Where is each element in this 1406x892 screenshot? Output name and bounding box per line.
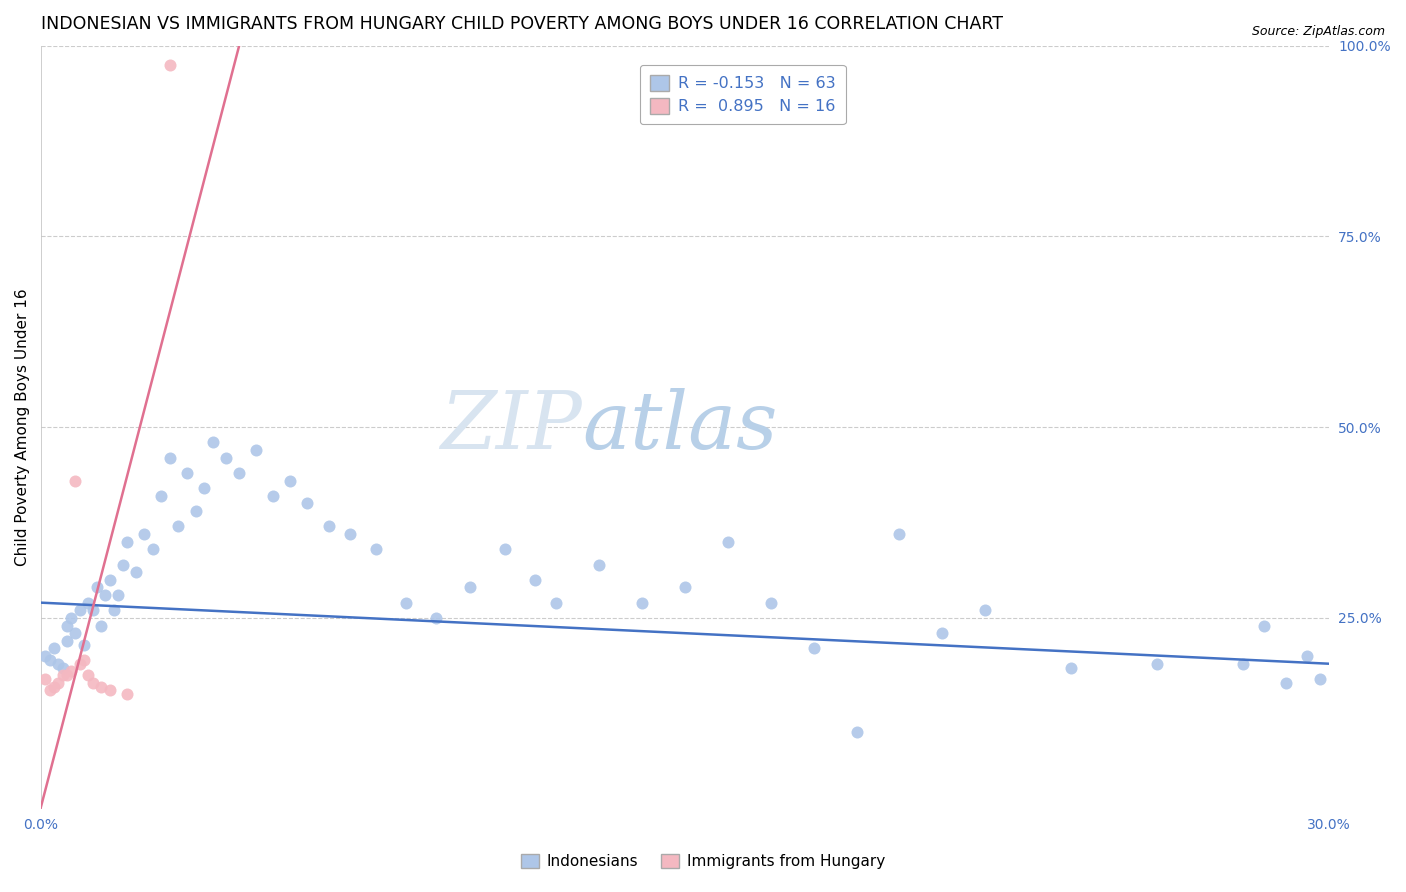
Point bbox=[318, 519, 340, 533]
Point bbox=[974, 603, 997, 617]
Point bbox=[115, 534, 138, 549]
Point bbox=[34, 649, 56, 664]
Point bbox=[759, 596, 782, 610]
Point bbox=[201, 435, 224, 450]
Point bbox=[115, 687, 138, 701]
Point bbox=[69, 603, 91, 617]
Point bbox=[142, 542, 165, 557]
Point bbox=[65, 474, 87, 488]
Point bbox=[546, 596, 568, 610]
Point bbox=[38, 653, 60, 667]
Point bbox=[167, 519, 190, 533]
Legend: Indonesians, Immigrants from Hungary: Indonesians, Immigrants from Hungary bbox=[515, 848, 891, 875]
Point bbox=[77, 668, 100, 682]
Point bbox=[494, 542, 516, 557]
Point bbox=[98, 683, 121, 698]
Point bbox=[176, 466, 198, 480]
Point bbox=[52, 668, 75, 682]
Point bbox=[60, 665, 83, 679]
Point bbox=[1232, 657, 1254, 671]
Point bbox=[42, 680, 65, 694]
Point bbox=[82, 675, 104, 690]
Point bbox=[150, 489, 173, 503]
Point bbox=[278, 474, 301, 488]
Point bbox=[1274, 675, 1296, 690]
Point bbox=[69, 657, 91, 671]
Point bbox=[295, 496, 318, 510]
Point bbox=[73, 653, 96, 667]
Point bbox=[1253, 618, 1275, 632]
Point bbox=[889, 527, 911, 541]
Point bbox=[1309, 672, 1331, 686]
Point bbox=[523, 573, 546, 587]
Text: atlas: atlas bbox=[582, 388, 778, 466]
Point bbox=[1060, 660, 1083, 674]
Point bbox=[845, 725, 868, 739]
Point bbox=[228, 466, 250, 480]
Point bbox=[395, 596, 418, 610]
Point bbox=[56, 633, 79, 648]
Point bbox=[159, 450, 181, 465]
Point bbox=[77, 596, 100, 610]
Point bbox=[46, 675, 69, 690]
Point bbox=[184, 504, 207, 518]
Point bbox=[1146, 657, 1168, 671]
Point bbox=[588, 558, 610, 572]
Point bbox=[425, 611, 447, 625]
Text: ZIP: ZIP bbox=[440, 388, 582, 466]
Point bbox=[46, 657, 69, 671]
Point bbox=[38, 683, 60, 698]
Point bbox=[803, 641, 825, 656]
Point bbox=[65, 626, 87, 640]
Point bbox=[42, 641, 65, 656]
Text: Source: ZipAtlas.com: Source: ZipAtlas.com bbox=[1251, 25, 1385, 38]
Point bbox=[52, 660, 75, 674]
Point bbox=[98, 573, 121, 587]
Legend: R = -0.153   N = 63, R =  0.895   N = 16: R = -0.153 N = 63, R = 0.895 N = 16 bbox=[640, 65, 845, 124]
Point bbox=[1296, 649, 1319, 664]
Point bbox=[364, 542, 387, 557]
Point bbox=[132, 527, 155, 541]
Point bbox=[73, 638, 96, 652]
Point bbox=[124, 565, 146, 579]
Point bbox=[90, 680, 112, 694]
Point bbox=[94, 588, 117, 602]
Point bbox=[339, 527, 361, 541]
Point bbox=[631, 596, 654, 610]
Point bbox=[34, 672, 56, 686]
Y-axis label: Child Poverty Among Boys Under 16: Child Poverty Among Boys Under 16 bbox=[15, 288, 30, 566]
Point bbox=[56, 618, 79, 632]
Point bbox=[262, 489, 284, 503]
Point bbox=[82, 603, 104, 617]
Point bbox=[193, 481, 215, 495]
Point bbox=[673, 581, 696, 595]
Point bbox=[107, 588, 129, 602]
Point bbox=[90, 618, 112, 632]
Point bbox=[931, 626, 953, 640]
Point bbox=[86, 581, 108, 595]
Point bbox=[458, 581, 481, 595]
Point bbox=[103, 603, 125, 617]
Point bbox=[214, 450, 236, 465]
Point bbox=[56, 668, 79, 682]
Point bbox=[717, 534, 740, 549]
Point bbox=[245, 443, 267, 458]
Point bbox=[111, 558, 134, 572]
Point bbox=[60, 611, 83, 625]
Point bbox=[159, 58, 181, 72]
Text: INDONESIAN VS IMMIGRANTS FROM HUNGARY CHILD POVERTY AMONG BOYS UNDER 16 CORRELAT: INDONESIAN VS IMMIGRANTS FROM HUNGARY CH… bbox=[41, 15, 1002, 33]
